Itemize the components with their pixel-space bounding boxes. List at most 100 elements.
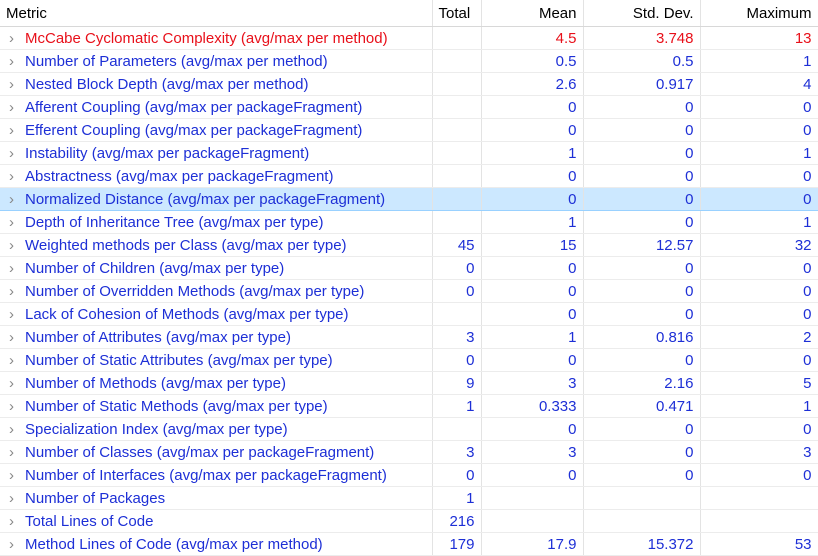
metric-row[interactable]: Nested Block Depth (avg/max per method) 2… [0, 72, 818, 96]
mean-cell: 0 [481, 164, 584, 188]
std-cell [583, 486, 701, 510]
max-cell: 0 [700, 463, 818, 487]
mean-cell: 1 [481, 141, 584, 165]
total-cell [432, 302, 482, 326]
max-cell: 0 [700, 302, 818, 326]
total-cell: 0 [432, 279, 482, 303]
max-cell: 2 [700, 325, 818, 349]
std-cell: 0 [583, 302, 701, 326]
mean-cell: 0 [481, 348, 584, 372]
std-cell: 0 [583, 279, 701, 303]
total-cell [432, 95, 482, 119]
max-cell: 1 [700, 394, 818, 418]
header-row: Metric Total Mean Std. Dev. Maximum [0, 0, 818, 27]
total-cell [432, 187, 482, 211]
max-cell: 53 [700, 532, 818, 556]
metric-row[interactable]: Normalized Distance (avg/max per package… [0, 187, 818, 211]
metric-row[interactable]: Efferent Coupling (avg/max per packageFr… [0, 118, 818, 142]
mean-cell: 3 [481, 371, 584, 395]
total-cell [432, 49, 482, 73]
mean-cell: 0 [481, 463, 584, 487]
metric-name: Depth of Inheritance Tree (avg/max per t… [0, 210, 433, 234]
max-cell: 5 [700, 371, 818, 395]
mean-cell: 0.333 [481, 394, 584, 418]
total-cell: 3 [432, 440, 482, 464]
metric-name: Afferent Coupling (avg/max per packageFr… [0, 95, 433, 119]
max-cell: 0 [700, 187, 818, 211]
metric-name: Number of Children (avg/max per type) [0, 256, 433, 280]
metric-row[interactable]: Number of Parameters (avg/max per method… [0, 49, 818, 73]
column-header[interactable]: Metric [0, 0, 433, 27]
metric-name: Weighted methods per Class (avg/max per … [0, 233, 433, 257]
metric-row[interactable]: Number of Methods (avg/max per type)932.… [0, 371, 818, 395]
metric-row[interactable]: Number of Static Methods (avg/max per ty… [0, 394, 818, 418]
std-cell: 0.5 [583, 49, 701, 73]
metric-row[interactable]: Afferent Coupling (avg/max per packageFr… [0, 95, 818, 119]
metric-row[interactable]: Instability (avg/max per packageFragment… [0, 141, 818, 165]
mean-cell: 0 [481, 95, 584, 119]
total-cell [432, 210, 482, 234]
column-header[interactable]: Maximum [700, 0, 818, 27]
total-cell [432, 118, 482, 142]
total-cell: 216 [432, 509, 482, 533]
metric-row[interactable]: Abstractness (avg/max per packageFragmen… [0, 164, 818, 188]
metric-row[interactable]: Weighted methods per Class (avg/max per … [0, 233, 818, 257]
metric-row[interactable]: Depth of Inheritance Tree (avg/max per t… [0, 210, 818, 234]
metric-name: McCabe Cyclomatic Complexity (avg/max pe… [0, 26, 433, 50]
metric-row[interactable]: Number of Attributes (avg/max per type)3… [0, 325, 818, 349]
mean-cell: 0 [481, 256, 584, 280]
metric-row[interactable]: Number of Overridden Methods (avg/max pe… [0, 279, 818, 303]
metric-row[interactable]: Specialization Index (avg/max per type) 0… [0, 417, 818, 441]
total-cell: 45 [432, 233, 482, 257]
mean-cell: 17.9 [481, 532, 584, 556]
metric-name: Lack of Cohesion of Methods (avg/max per… [0, 302, 433, 326]
total-cell [432, 164, 482, 188]
max-cell: 0 [700, 348, 818, 372]
metric-name: Total Lines of Code [0, 509, 433, 533]
metric-row[interactable]: Method Lines of Code (avg/max per method… [0, 532, 818, 556]
std-cell: 0.917 [583, 72, 701, 96]
total-cell: 1 [432, 394, 482, 418]
total-cell: 179 [432, 532, 482, 556]
metric-row[interactable]: McCabe Cyclomatic Complexity (avg/max pe… [0, 26, 818, 50]
max-cell: 3 [700, 440, 818, 464]
mean-cell: 0 [481, 302, 584, 326]
total-cell [432, 417, 482, 441]
column-header[interactable]: Std. Dev. [583, 0, 701, 27]
total-cell [432, 72, 482, 96]
mean-cell: 0 [481, 417, 584, 441]
max-cell: 0 [700, 279, 818, 303]
max-cell [700, 486, 818, 510]
std-cell: 0 [583, 348, 701, 372]
std-cell: 0 [583, 95, 701, 119]
metric-name: Number of Methods (avg/max per type) [0, 371, 433, 395]
total-cell: 0 [432, 256, 482, 280]
metric-row[interactable]: Number of Children (avg/max per type)000… [0, 256, 818, 280]
mean-cell: 0 [481, 118, 584, 142]
metric-name: Number of Overridden Methods (avg/max pe… [0, 279, 433, 303]
max-cell: 0 [700, 164, 818, 188]
std-cell: 12.57 [583, 233, 701, 257]
std-cell: 0.471 [583, 394, 701, 418]
column-header[interactable]: Total [432, 0, 482, 27]
mean-cell: 0 [481, 187, 584, 211]
std-cell: 0 [583, 141, 701, 165]
metric-name: Efferent Coupling (avg/max per packageFr… [0, 118, 433, 142]
metric-row[interactable]: Number of Interfaces (avg/max per packag… [0, 463, 818, 487]
metric-name: Instability (avg/max per packageFragment… [0, 141, 433, 165]
metric-row[interactable]: Number of Static Attributes (avg/max per… [0, 348, 818, 372]
mean-cell: 1 [481, 210, 584, 234]
metric-row[interactable]: Lack of Cohesion of Methods (avg/max per… [0, 302, 818, 326]
total-cell: 1 [432, 486, 482, 510]
metric-name: Number of Packages [0, 486, 433, 510]
std-cell: 2.16 [583, 371, 701, 395]
std-cell: 0 [583, 118, 701, 142]
mean-cell: 3 [481, 440, 584, 464]
mean-cell: 0.5 [481, 49, 584, 73]
std-cell [583, 509, 701, 533]
metric-row[interactable]: Number of Classes (avg/max per packageFr… [0, 440, 818, 464]
max-cell: 1 [700, 141, 818, 165]
column-header[interactable]: Mean [481, 0, 584, 27]
